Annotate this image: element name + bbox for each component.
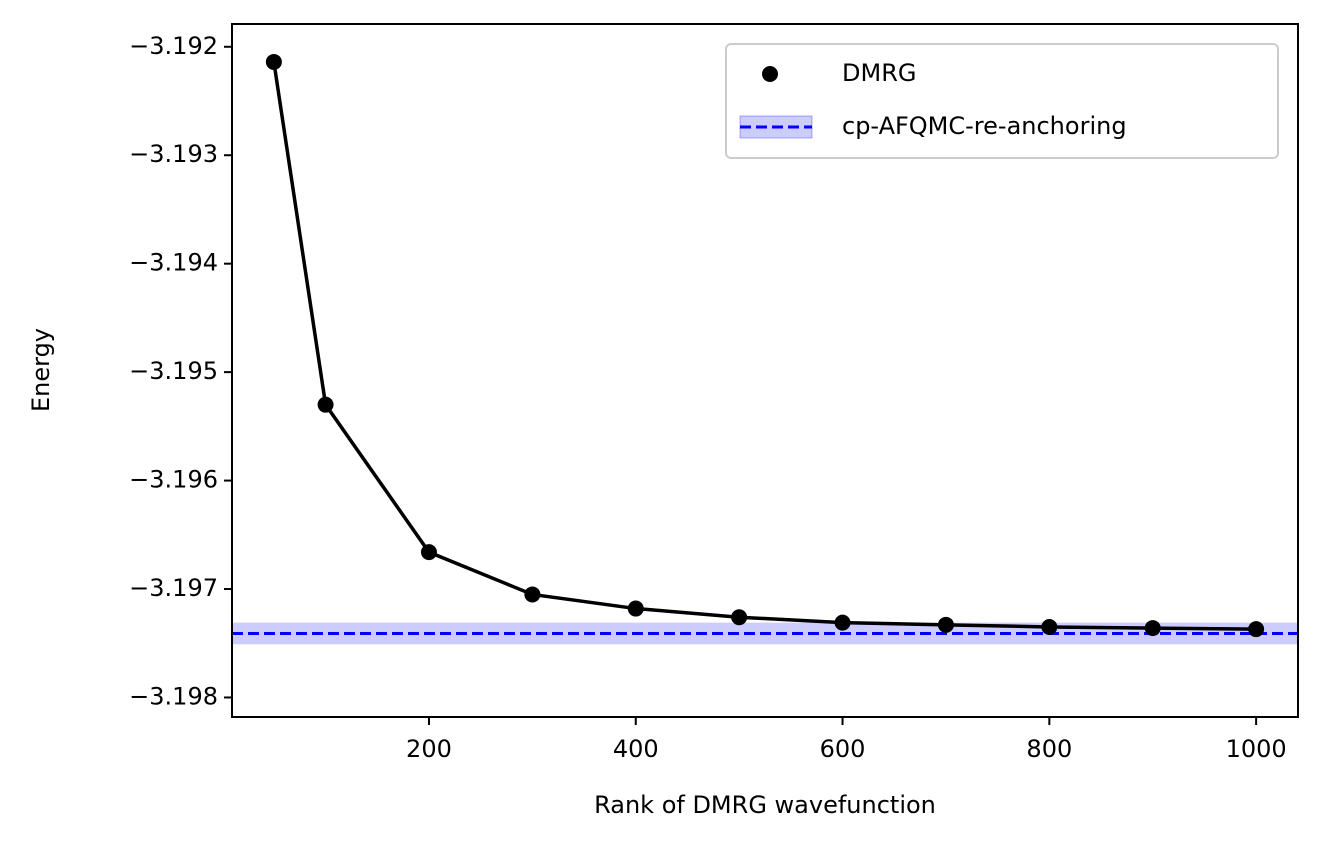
y-tick-label: −3.195	[129, 357, 218, 385]
data-point	[937, 616, 954, 633]
data-point	[420, 544, 437, 561]
data-point	[834, 614, 851, 631]
legend-label: DMRG	[842, 59, 916, 87]
data-point	[1041, 618, 1058, 635]
legend-marker	[762, 66, 778, 82]
plot-frame	[231, 23, 1299, 718]
data-point	[731, 609, 748, 626]
y-tick-label: −3.193	[129, 140, 218, 168]
y-tick-label: −3.192	[129, 32, 218, 60]
x-tick-label: 600	[820, 735, 866, 763]
data-point	[627, 600, 644, 617]
x-tick-label: 800	[1026, 735, 1072, 763]
data-point	[1248, 621, 1265, 638]
data-point	[317, 396, 334, 413]
data-point	[265, 53, 282, 70]
x-tick-label: 200	[406, 735, 452, 763]
y-tick-label: −3.194	[129, 249, 218, 277]
x-tick-label: 1000	[1226, 735, 1287, 763]
y-tick-label: −3.196	[129, 466, 218, 494]
x-axis-label: Rank of DMRG wavefunction	[594, 791, 936, 819]
legend-label: cp-AFQMC-re-anchoring	[842, 112, 1127, 140]
data-point	[524, 586, 541, 603]
data-point	[1144, 620, 1161, 637]
x-tick-label: 400	[613, 735, 659, 763]
legend-box	[725, 43, 1279, 159]
y-axis-label: Energy	[27, 328, 55, 412]
y-tick-label: −3.197	[129, 574, 218, 602]
y-tick-label: −3.198	[129, 682, 218, 710]
